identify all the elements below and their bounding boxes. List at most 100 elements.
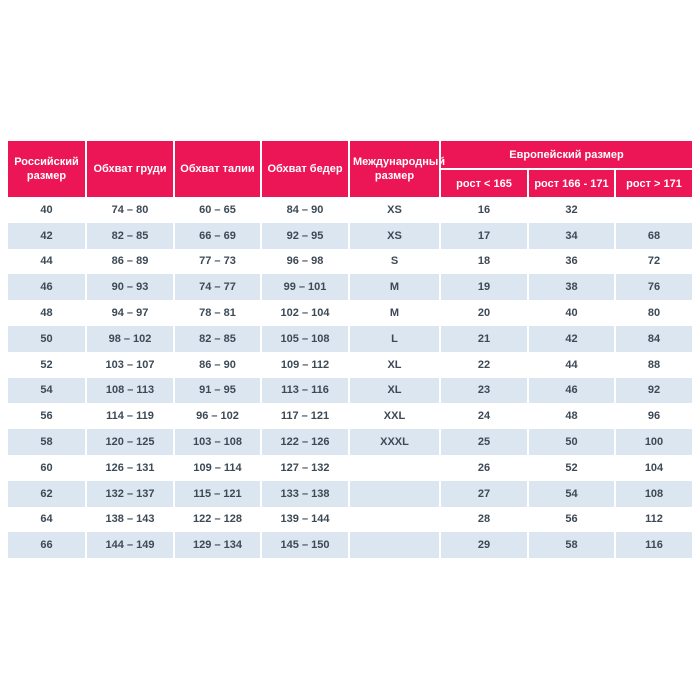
table-row: 54 108 – 113 91 – 95 113 – 116 XL 23 46 92 (8, 377, 692, 404)
table-cell: 80 (647, 307, 661, 320)
table-cell: 133 – 138 (261, 480, 350, 507)
table-cell: 18 (440, 248, 529, 275)
table-cell: 102 – 104 (261, 300, 350, 326)
table-cell: 46 (8, 274, 87, 301)
header-waist: Обхват талии (174, 141, 262, 197)
table-row: 46 90 – 93 74 – 77 99 – 101 M 19 38 76 (8, 274, 692, 301)
table-cell: 32 (528, 197, 616, 223)
header-russian-size: Российский размер (8, 141, 87, 197)
table-cell: 92 (647, 384, 661, 397)
table-row: 60 126 – 131 109 – 114 127 – 132 26 52 104 (8, 454, 692, 481)
table-cell: 56 (528, 506, 616, 533)
table-cell: 100 (644, 436, 664, 449)
header-height-166-171: рост 166 - 171 (528, 169, 616, 197)
table-cell: 88 (647, 358, 661, 371)
size-table: Российский размер Обхват груди Обхват та… (8, 141, 692, 559)
table-cell: 86 – 90 (174, 351, 262, 378)
table-cell: 117 – 121 (261, 403, 350, 430)
table-cell: 72 (647, 255, 661, 268)
table-cell: 16 (440, 197, 529, 223)
table-cell: 138 – 143 (86, 506, 175, 533)
header-european-group: Европейский размер (440, 141, 692, 170)
table-cell: 86 – 89 (86, 248, 175, 275)
table-cell: 23 (440, 377, 529, 404)
table-cell: 108 – 113 (86, 377, 175, 404)
table-cell: XXL (349, 403, 441, 430)
header-height-gt-171: рост > 171 (615, 169, 692, 197)
table-cell: 46 (528, 377, 616, 404)
table-header-row-sub: рост < 165 рост 166 - 171 рост > 171 (8, 169, 692, 197)
table-row: 58 120 – 125 103 – 108 122 – 126 XXXL 25 50 100 (8, 429, 692, 455)
table-cell: 50 (528, 429, 616, 455)
table-cell: 99 – 101 (261, 274, 350, 301)
table-cell: 116 (645, 539, 663, 552)
table-cell: M (349, 300, 441, 326)
table-cell: 84 (647, 332, 661, 345)
table-cell: 145 – 150 (261, 532, 350, 559)
table-cell: 52 (528, 454, 616, 481)
table-row: 40 74 – 80 60 – 65 84 – 90 XS 16 32 (8, 197, 692, 223)
table-cell: 109 – 112 (261, 351, 350, 378)
table-cell: 17 (440, 222, 529, 249)
table-cell: 96 (647, 410, 661, 423)
table-cell: 91 – 95 (174, 377, 262, 404)
table-cell: 36 (528, 248, 616, 275)
size-table-container: Российский размер Обхват груди Обхват та… (8, 141, 692, 559)
table-row: 52 103 – 107 86 – 90 109 – 112 XL 22 44 88 (8, 351, 692, 378)
table-cell: 40 (528, 300, 616, 326)
table-cell: 78 – 81 (174, 300, 262, 326)
table-cell: 103 – 107 (86, 351, 175, 378)
table-cell: 126 – 131 (86, 454, 175, 481)
table-cell: 42 (8, 222, 87, 249)
table-row: 48 94 – 97 78 – 81 102 – 104 M 20 40 80 (8, 300, 692, 326)
header-height-lt-165: рост < 165 (440, 169, 529, 197)
table-cell: 38 (528, 274, 616, 301)
table-cell: 82 – 85 (86, 222, 175, 249)
table-cell: 44 (528, 351, 616, 378)
table-row: 56 114 – 119 96 – 102 117 – 121 XXL 24 48 96 (8, 403, 692, 430)
table-cell: 144 – 149 (86, 532, 175, 559)
table-cell: 96 – 102 (174, 403, 262, 430)
table-cell: 40 (8, 197, 87, 223)
table-cell: 19 (440, 274, 529, 301)
size-table-body: 40 74 – 80 60 – 65 84 – 90 XS 16 32 42 82 – 85 66… (8, 197, 692, 559)
table-cell: 29 (440, 532, 529, 559)
table-cell: 60 – 65 (174, 197, 262, 223)
table-cell: XS (349, 197, 441, 223)
table-cell: 66 – 69 (174, 222, 262, 249)
table-cell: 112 (645, 513, 663, 526)
table-cell: 68 (647, 229, 661, 242)
table-cell: 25 (440, 429, 529, 455)
table-cell: 54 (528, 480, 616, 507)
table-cell: 114 – 119 (86, 403, 175, 430)
table-cell: 48 (528, 403, 616, 430)
table-cell: 48 (8, 300, 87, 326)
table-cell: 26 (440, 454, 529, 481)
table-cell: 60 (8, 454, 87, 481)
table-cell (349, 532, 441, 559)
table-row: 50 98 – 102 82 – 85 105 – 108 L 21 42 84 (8, 325, 692, 352)
table-cell: 74 – 77 (174, 274, 262, 301)
table-cell: 122 – 126 (261, 429, 350, 455)
table-row: 44 86 – 89 77 – 73 96 – 98 S 18 36 72 (8, 248, 692, 275)
table-cell: 74 – 80 (86, 197, 175, 223)
table-cell: 54 (8, 377, 87, 404)
header-international: Международный размер (349, 141, 445, 197)
table-cell: 113 – 116 (261, 377, 350, 404)
table-cell: 64 (8, 506, 87, 533)
table-cell: 122 – 128 (174, 506, 262, 533)
header-hips: Обхват бедер (261, 141, 350, 197)
table-cell (615, 197, 692, 223)
table-cell: 28 (440, 506, 529, 533)
table-cell: 20 (440, 300, 529, 326)
table-row: 42 82 – 85 66 – 69 92 – 95 XS 17 34 68 (8, 222, 692, 249)
table-cell: 90 – 93 (86, 274, 175, 301)
table-cell: 84 – 90 (261, 197, 350, 223)
table-cell: XL (349, 351, 441, 378)
table-cell: 21 (440, 325, 529, 352)
table-cell: 105 – 108 (261, 325, 350, 352)
table-cell (349, 480, 441, 507)
table-cell: 50 (8, 325, 87, 352)
table-cell: 139 – 144 (261, 506, 350, 533)
